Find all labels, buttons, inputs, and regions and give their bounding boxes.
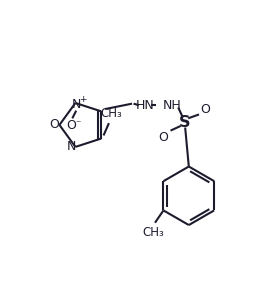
Text: N: N: [67, 140, 76, 153]
Text: +: +: [79, 95, 86, 105]
Text: S: S: [179, 115, 190, 130]
Text: CH₃: CH₃: [100, 107, 122, 120]
Text: O: O: [200, 103, 210, 116]
Text: N: N: [72, 98, 81, 111]
Text: O: O: [159, 131, 168, 144]
Text: ⁻: ⁻: [76, 119, 81, 129]
Text: O: O: [67, 119, 76, 132]
Text: CH₃: CH₃: [143, 226, 164, 239]
Text: O: O: [49, 118, 59, 131]
Text: HN: HN: [136, 99, 155, 112]
Text: NH: NH: [163, 99, 182, 112]
